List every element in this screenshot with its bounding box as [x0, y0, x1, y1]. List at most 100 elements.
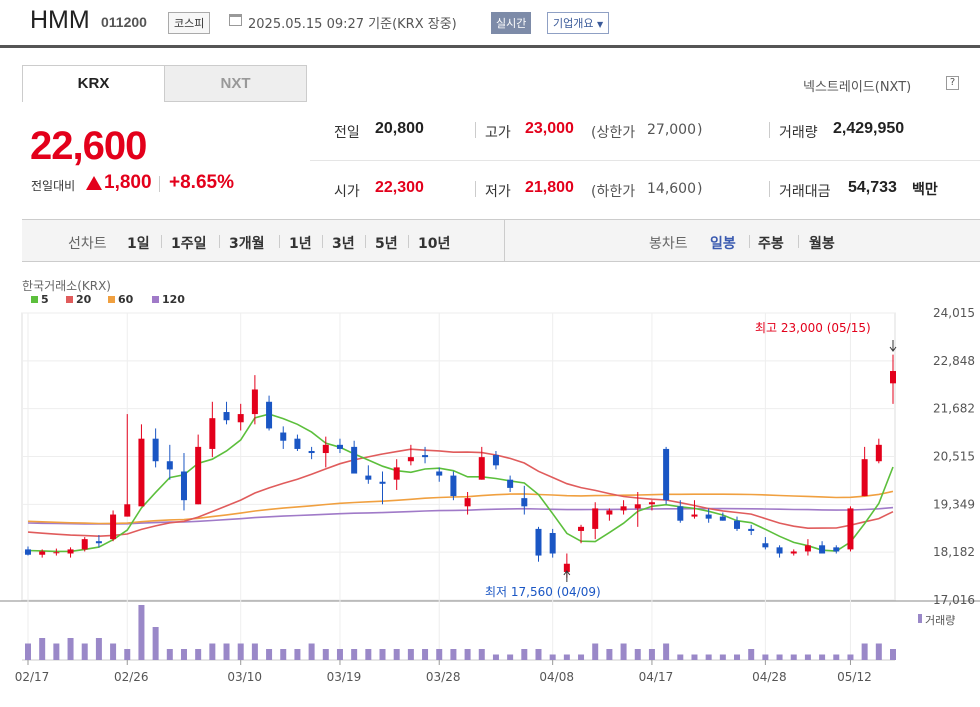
candle-body — [266, 401, 273, 429]
candles — [25, 340, 897, 582]
ma120-line — [27, 506, 894, 525]
candle-body — [195, 446, 202, 505]
candle-body — [875, 444, 882, 462]
amount-value: 54,733 — [848, 179, 897, 196]
volume-bar — [535, 649, 542, 660]
chart-grid — [0, 312, 980, 662]
volume-bar — [492, 654, 499, 660]
volume-bar — [39, 638, 46, 660]
candle-daily[interactable]: 일봉 — [710, 236, 736, 252]
divider — [159, 176, 160, 192]
period-1y[interactable]: 1년 — [289, 236, 312, 252]
company-info-dropdown[interactable]: 기업개요 ▼ — [547, 12, 610, 34]
volume-legend-swatch — [918, 614, 922, 623]
volume-bar — [379, 649, 386, 660]
change-label: 전일대비 — [31, 179, 76, 193]
candle-body — [847, 508, 854, 550]
volume-bar — [152, 627, 159, 660]
high-value: 23,000 — [525, 120, 574, 137]
period-10y[interactable]: 10년 — [418, 236, 451, 252]
volume-label: 거래량 — [779, 125, 818, 141]
volume-bar — [521, 649, 528, 660]
volume-bar — [478, 649, 485, 660]
candle-body — [691, 514, 698, 517]
volume-bar — [663, 643, 670, 660]
ma20-line — [27, 448, 894, 538]
nextrade-link[interactable]: 넥스트레이드(NXT) — [803, 80, 912, 95]
y-tick-label: 21,682 — [933, 402, 975, 416]
legend-swatch-ma20 — [66, 296, 73, 303]
divider — [161, 235, 162, 248]
volume-axis-label: 거래량 — [925, 614, 955, 627]
candle-body — [549, 532, 556, 554]
tab-nxt[interactable]: NXT — [164, 65, 307, 102]
period-5y[interactable]: 5년 — [375, 236, 398, 252]
volume-bar — [464, 649, 471, 660]
period-3y[interactable]: 3년 — [332, 236, 355, 252]
prev-close-label: 전일 — [334, 125, 360, 141]
candle-body — [776, 547, 783, 554]
period-3m[interactable]: 3개월 — [229, 236, 265, 252]
high-label: 고가 — [485, 125, 511, 141]
volume-bar — [705, 654, 712, 660]
x-tick-label: 05/12 — [837, 670, 872, 684]
x-tick-label: 03/28 — [426, 670, 461, 684]
volume-bar — [365, 649, 372, 660]
y-tick-label: 19,349 — [933, 497, 975, 511]
low-value: 21,800 — [525, 179, 574, 196]
x-tick-label: 02/26 — [114, 670, 149, 684]
y-tick-label: 24,015 — [933, 306, 975, 320]
stock-name: HMM — [30, 6, 90, 34]
volume-bar — [166, 649, 173, 660]
candle-body — [734, 520, 741, 529]
divider — [475, 181, 476, 197]
prev-close-value: 20,800 — [375, 120, 424, 137]
realtime-button[interactable]: 실시간 — [491, 12, 532, 34]
change-percent: +8.65% — [169, 172, 234, 193]
volume-bar — [734, 654, 741, 660]
volume-bar — [606, 649, 613, 660]
candle-weekly[interactable]: 주봉 — [758, 236, 784, 252]
candle-body — [521, 498, 528, 507]
open-label: 시가 — [334, 184, 360, 200]
period-1w[interactable]: 1주일 — [171, 236, 207, 252]
price-chart[interactable]: 한국거래소(KRX) 5 20 60 120 24,015 22,848 21,68… — [0, 270, 980, 707]
chart-legend: 5 20 60 120 — [31, 293, 185, 306]
volume-bar — [549, 654, 556, 660]
volume-bar — [351, 649, 358, 660]
up-arrow-icon — [86, 176, 102, 190]
volume-bar — [110, 643, 117, 660]
amount-unit: 백만 — [912, 181, 938, 197]
upper-limit-close: ) — [697, 122, 703, 138]
legend-ma5: 5 — [41, 293, 49, 306]
calendar-icon — [229, 14, 242, 26]
volume-bar — [833, 654, 840, 660]
x-tick-label: 04/08 — [539, 670, 574, 684]
candle-body — [890, 371, 896, 384]
candle-monthly[interactable]: 월봉 — [809, 236, 835, 252]
tab-krx[interactable]: KRX — [22, 65, 165, 102]
volume-bar — [563, 654, 570, 660]
volume-bar — [209, 643, 216, 660]
candle-body — [677, 506, 684, 521]
candle-body — [110, 514, 117, 540]
candle-body — [804, 545, 811, 552]
candle-body — [407, 457, 414, 462]
period-1d[interactable]: 1일 — [127, 236, 150, 252]
y-tick-label: 17,016 — [933, 593, 975, 607]
help-icon[interactable]: ? — [946, 76, 959, 90]
candle-body — [719, 516, 726, 521]
candle-body — [606, 510, 613, 515]
candle-body — [535, 528, 542, 556]
candle-body — [492, 455, 499, 466]
volume-bar — [634, 649, 641, 660]
candle-body — [464, 498, 471, 507]
volume-bar — [223, 643, 230, 660]
candle-body — [180, 471, 187, 501]
low-annotation: 최저 17,560 (04/09) — [485, 585, 601, 599]
divider — [322, 235, 323, 248]
x-tick-label: 04/28 — [752, 670, 787, 684]
candle-body — [223, 412, 230, 421]
volume-bar — [195, 649, 202, 660]
candle-body — [294, 438, 301, 449]
